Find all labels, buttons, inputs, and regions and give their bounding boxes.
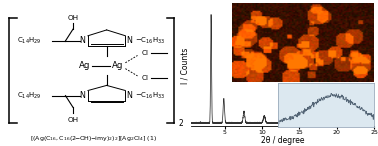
- Text: N: N: [79, 36, 85, 45]
- Text: $\mathsf{-C_{16}H_{33}}$: $\mathsf{-C_{16}H_{33}}$: [135, 36, 165, 46]
- X-axis label: 2θ / degree: 2θ / degree: [261, 136, 304, 145]
- Y-axis label: I / Counts: I / Counts: [181, 47, 189, 84]
- Text: $[\mathrm{(Ag(C_{16},C_{16}(2\!\!-\!\!OH)\!\!-\!\!imy)_2)_2][Ag_2Cl_4]}$ (1): $[\mathrm{(Ag(C_{16},C_{16}(2\!\!-\!\!OH…: [30, 134, 157, 143]
- Text: Cl: Cl: [141, 75, 148, 81]
- Text: Cl: Cl: [141, 50, 148, 56]
- Text: 2: 2: [179, 119, 183, 128]
- Text: OH: OH: [67, 15, 79, 21]
- Text: OH: OH: [67, 117, 79, 123]
- Text: Ag: Ag: [79, 61, 90, 70]
- Text: Ag: Ag: [112, 61, 124, 70]
- Text: N: N: [126, 36, 132, 45]
- Text: $\mathsf{-C_{16}H_{33}}$: $\mathsf{-C_{16}H_{33}}$: [135, 91, 165, 101]
- Text: $\mathsf{C_{14}H_{29}}$: $\mathsf{C_{14}H_{29}}$: [17, 36, 41, 46]
- Text: N: N: [79, 91, 85, 100]
- Text: $\mathsf{C_{14}H_{29}}$: $\mathsf{C_{14}H_{29}}$: [17, 91, 41, 101]
- Text: N: N: [126, 91, 132, 100]
